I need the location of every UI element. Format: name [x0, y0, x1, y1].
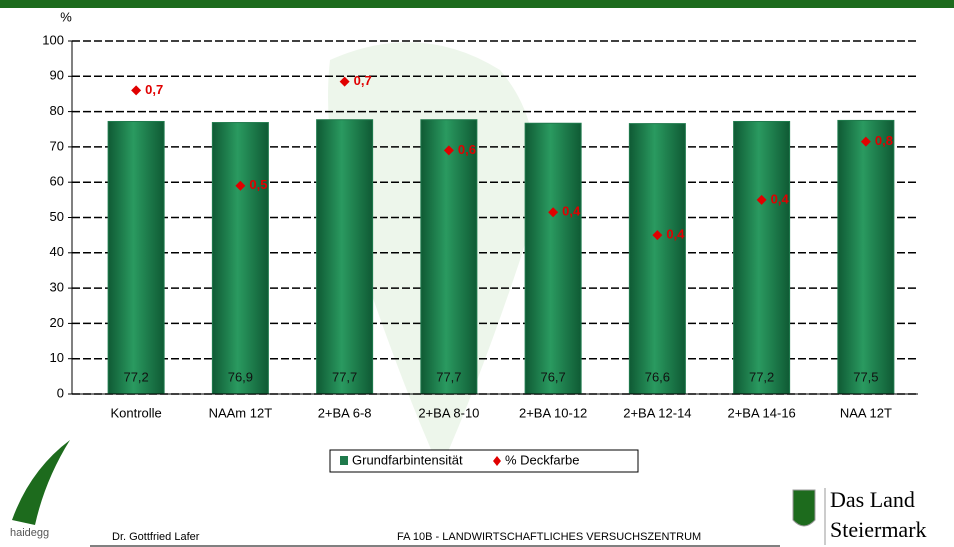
bar-label: 77,2	[749, 369, 774, 384]
legend-swatch	[340, 456, 348, 465]
bar	[524, 122, 582, 395]
bar-label: 76,7	[540, 369, 565, 384]
bar-label: 77,7	[332, 369, 357, 384]
x-tick-label: 2+BA 14-16	[727, 405, 795, 420]
point-label: 0,6	[458, 142, 476, 157]
point	[339, 76, 350, 87]
bar	[316, 119, 374, 395]
logo-right-2: Steiermark	[830, 517, 927, 542]
y-axis-label: %	[60, 9, 72, 24]
point-label: 0,8	[875, 133, 893, 148]
legend-swatch	[493, 456, 501, 466]
point-label: 0,4	[562, 204, 581, 219]
y-tick-label: 20	[50, 315, 64, 330]
logo-right-1: Das Land	[830, 487, 915, 512]
top-band	[0, 0, 954, 8]
point-label: 0,5	[249, 177, 267, 192]
y-tick-label: 10	[50, 350, 64, 365]
bar-label: 77,5	[853, 369, 878, 384]
legend-label: % Deckfarbe	[505, 452, 579, 467]
y-tick-label: 40	[50, 244, 64, 259]
legend-box	[329, 449, 639, 473]
author: Dr. Gottfried Lafer	[112, 531, 200, 543]
point-label: 0,7	[145, 82, 163, 97]
y-tick-label: 30	[50, 280, 64, 295]
bar-label: 77,7	[436, 369, 461, 384]
bar-label: 76,6	[645, 369, 670, 384]
x-tick-label: 2+BA 6-8	[318, 405, 372, 420]
x-tick-label: Kontrolle	[110, 405, 161, 420]
bar	[420, 119, 478, 395]
point	[860, 136, 871, 147]
y-tick-label: 100	[42, 32, 64, 47]
point	[756, 194, 767, 205]
point-label: 0,7	[354, 73, 372, 88]
bar	[107, 120, 165, 395]
coat-of-arms	[792, 489, 816, 527]
institute: FA 10B - LANDWIRTSCHAFTLICHES VERSUCHSZE…	[397, 531, 701, 543]
x-tick-label: NAA 12T	[840, 405, 892, 420]
y-tick-label: 80	[50, 103, 64, 118]
y-tick-label: 50	[50, 209, 64, 224]
point	[548, 207, 559, 218]
x-tick-label: 2+BA 8-10	[418, 405, 479, 420]
point	[443, 145, 454, 156]
bar-label: 77,2	[123, 369, 148, 384]
y-tick-label: 0	[57, 385, 64, 400]
bar	[628, 123, 686, 395]
point-label: 0,4	[771, 191, 790, 206]
bar-label: 76,9	[228, 369, 253, 384]
bar	[211, 122, 269, 395]
legend-label: Grundfarbintensität	[352, 452, 463, 467]
bar	[733, 120, 791, 395]
point	[235, 180, 246, 191]
y-tick-label: 90	[50, 68, 64, 83]
point	[131, 85, 142, 96]
x-tick-label: 2+BA 10-12	[519, 405, 587, 420]
point-label: 0,4	[666, 227, 685, 242]
y-tick-label: 70	[50, 138, 64, 153]
y-tick-label: 60	[50, 174, 64, 189]
x-tick-label: NAAm 12T	[209, 405, 273, 420]
x-tick-label: 2+BA 12-14	[623, 405, 691, 420]
point	[652, 230, 663, 241]
logo-left-leaf	[12, 440, 70, 525]
logo-left: haidegg	[10, 527, 49, 539]
bar	[837, 119, 895, 395]
